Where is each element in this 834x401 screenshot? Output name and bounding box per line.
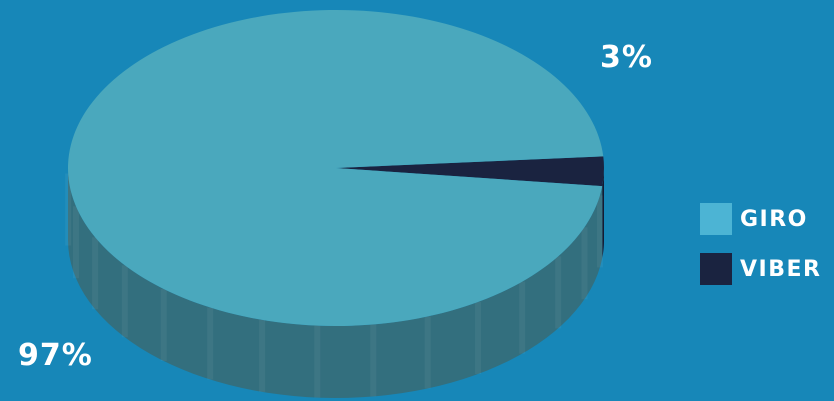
legend-item-giro: GIRO bbox=[700, 202, 821, 236]
legend-swatch-viber bbox=[700, 253, 732, 285]
pie-side-viber-0 bbox=[602, 168, 604, 259]
pie-side-giro-0 bbox=[68, 168, 603, 398]
legend-swatch-giro bbox=[700, 203, 732, 235]
legend-item-viber: VIBER bbox=[700, 252, 821, 286]
legend-label-giro: GIRO bbox=[740, 206, 808, 232]
slice-label-giro: 97% bbox=[18, 338, 93, 373]
pie-slice-giro bbox=[67, 9, 604, 326]
legend: GIRO VIBER bbox=[700, 202, 821, 302]
legend-label-viber: VIBER bbox=[740, 256, 822, 282]
slice-label-viber: 3% bbox=[600, 40, 653, 75]
pie-slice-viber bbox=[336, 156, 604, 187]
